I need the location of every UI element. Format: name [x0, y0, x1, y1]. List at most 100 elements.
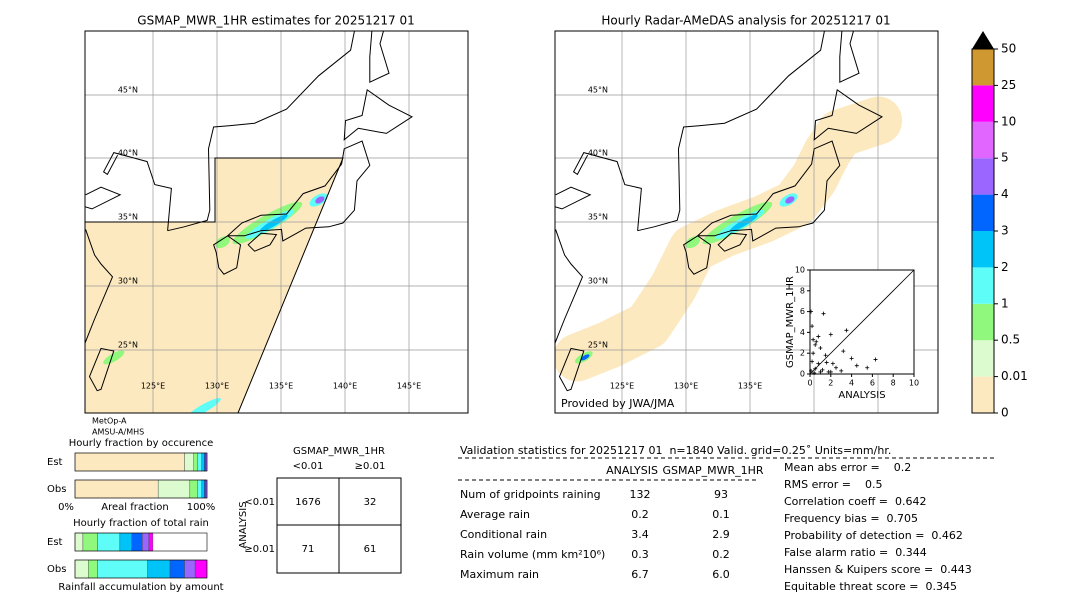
coastline: [696, 140, 841, 242]
coastline: [637, 31, 825, 232]
right-map-title: Hourly Radar-AMeDAS analysis for 2025121…: [601, 14, 890, 28]
lon-label: 125°E: [141, 382, 165, 391]
coastline: [212, 235, 242, 275]
colorbar-tick-label: 5: [1001, 151, 1009, 165]
scatter-point: [841, 349, 846, 354]
stats-column: ANALYSIS: [606, 464, 658, 477]
coastline: [682, 235, 712, 275]
lat-label: 25°N: [118, 341, 138, 350]
colorbar-extend: [972, 31, 994, 49]
x-tick-label: 10: [909, 379, 919, 388]
stats-label: Conditional rain: [460, 528, 547, 541]
x-tick-label: 4: [849, 379, 854, 388]
colorbar-tick-label: 1: [1001, 296, 1009, 310]
bar-segment: [142, 532, 150, 552]
scatter-point: [809, 309, 814, 314]
stats-header: Validation statistics for 20251217 01 n=…: [460, 444, 891, 457]
column-label: ≥0.01: [355, 461, 386, 472]
score: Hanssen & Kuipers score = 0.443: [784, 563, 972, 576]
table-title: GSMAP_MWR_1HR: [293, 446, 385, 457]
bar-segment: [82, 532, 98, 552]
coastline: [85, 186, 122, 210]
colorbar-swatch: [972, 231, 994, 268]
right-map: [555, 31, 938, 413]
colorbar-tick-label: 0: [1001, 406, 1009, 420]
y-tick-label: 4: [800, 328, 805, 337]
rain-area: [185, 398, 221, 413]
bar-segment: [147, 559, 171, 579]
lon-label: 130°E: [205, 382, 229, 391]
coastline: [369, 31, 390, 83]
scatter-point: [818, 369, 823, 374]
y-tick-label: 2: [800, 349, 805, 358]
scatter-point: [828, 369, 833, 374]
x-tick-label: 8: [891, 379, 896, 388]
scatter-point: [828, 332, 833, 337]
colorbar-tick-label: 4: [1001, 187, 1009, 201]
rain-area: [315, 196, 325, 204]
scatter-point: [823, 353, 828, 358]
bar-segment: [97, 532, 121, 552]
bar-segment: [74, 559, 89, 579]
bar-segment: [157, 479, 191, 499]
scatter-point: [811, 337, 816, 342]
stats-value: 6.0: [712, 568, 730, 581]
stats-label: Average rain: [460, 508, 530, 521]
bar-segment: [197, 452, 202, 472]
scatter-point: [816, 334, 821, 339]
scatter-point: [834, 365, 838, 370]
coastline: [247, 232, 278, 252]
scatter-point: [809, 368, 814, 373]
colorbar-swatch: [972, 49, 994, 86]
rain-area: [215, 236, 230, 249]
score: Correlation coeff = 0.642: [784, 495, 926, 508]
lat-label: 45°N: [588, 86, 608, 95]
scatter-point: [824, 360, 829, 365]
bar-frame: [74, 452, 208, 472]
colorbar-swatch: [972, 303, 994, 341]
colorbar-swatch: [972, 194, 994, 231]
scatter-point: [830, 361, 835, 366]
scatter-point: [814, 339, 819, 344]
table-cell: 1676: [295, 497, 320, 508]
lat-label: 30°N: [118, 277, 138, 286]
lat-label: 35°N: [118, 213, 138, 222]
axis-label: 100%: [187, 502, 216, 513]
lon-label: 135°E: [269, 382, 293, 391]
rain-area: [729, 214, 758, 232]
y-tick-label: 0: [800, 370, 805, 379]
colorbar-tick-label: 2: [1001, 260, 1009, 274]
bar-segment: [148, 532, 154, 552]
x-tick-label: 2: [828, 379, 833, 388]
column-label: <0.01: [293, 461, 324, 472]
stats-value: 2.9: [712, 528, 730, 541]
bar-segment: [193, 452, 198, 472]
colorbar-swatch: [972, 158, 994, 195]
rain-area: [103, 350, 125, 365]
stats-value: 0.3: [631, 548, 649, 561]
lon-label: 130°E: [674, 382, 698, 391]
scatter-point: [810, 324, 815, 329]
bar-segment: [169, 559, 185, 579]
table-cell: 32: [364, 497, 377, 508]
bar-segment: [201, 452, 205, 472]
rain-area: [685, 236, 700, 249]
colorbar-tick-label: 3: [1001, 224, 1009, 238]
stats-value: 0.1: [712, 508, 730, 521]
lon-label: 135°E: [738, 382, 762, 391]
coastline: [813, 89, 884, 141]
score: False alarm ratio = 0.344: [784, 546, 927, 559]
y-tick-label: 6: [800, 307, 805, 316]
category-label: Obs: [47, 484, 66, 495]
lat-label: 45°N: [118, 86, 138, 95]
scatter-point: [844, 328, 849, 333]
bar-segment: [97, 559, 148, 579]
swath-edge: [85, 157, 344, 413]
scatter-point: [865, 365, 870, 370]
stats-label: Rain volume (mm km²10⁶): [460, 548, 605, 561]
axis-label: 0%: [58, 502, 74, 513]
colorbar-tick-label: 0.5: [1001, 333, 1020, 347]
stats-value: 6.7: [631, 568, 649, 581]
bar-frame: [74, 532, 208, 552]
